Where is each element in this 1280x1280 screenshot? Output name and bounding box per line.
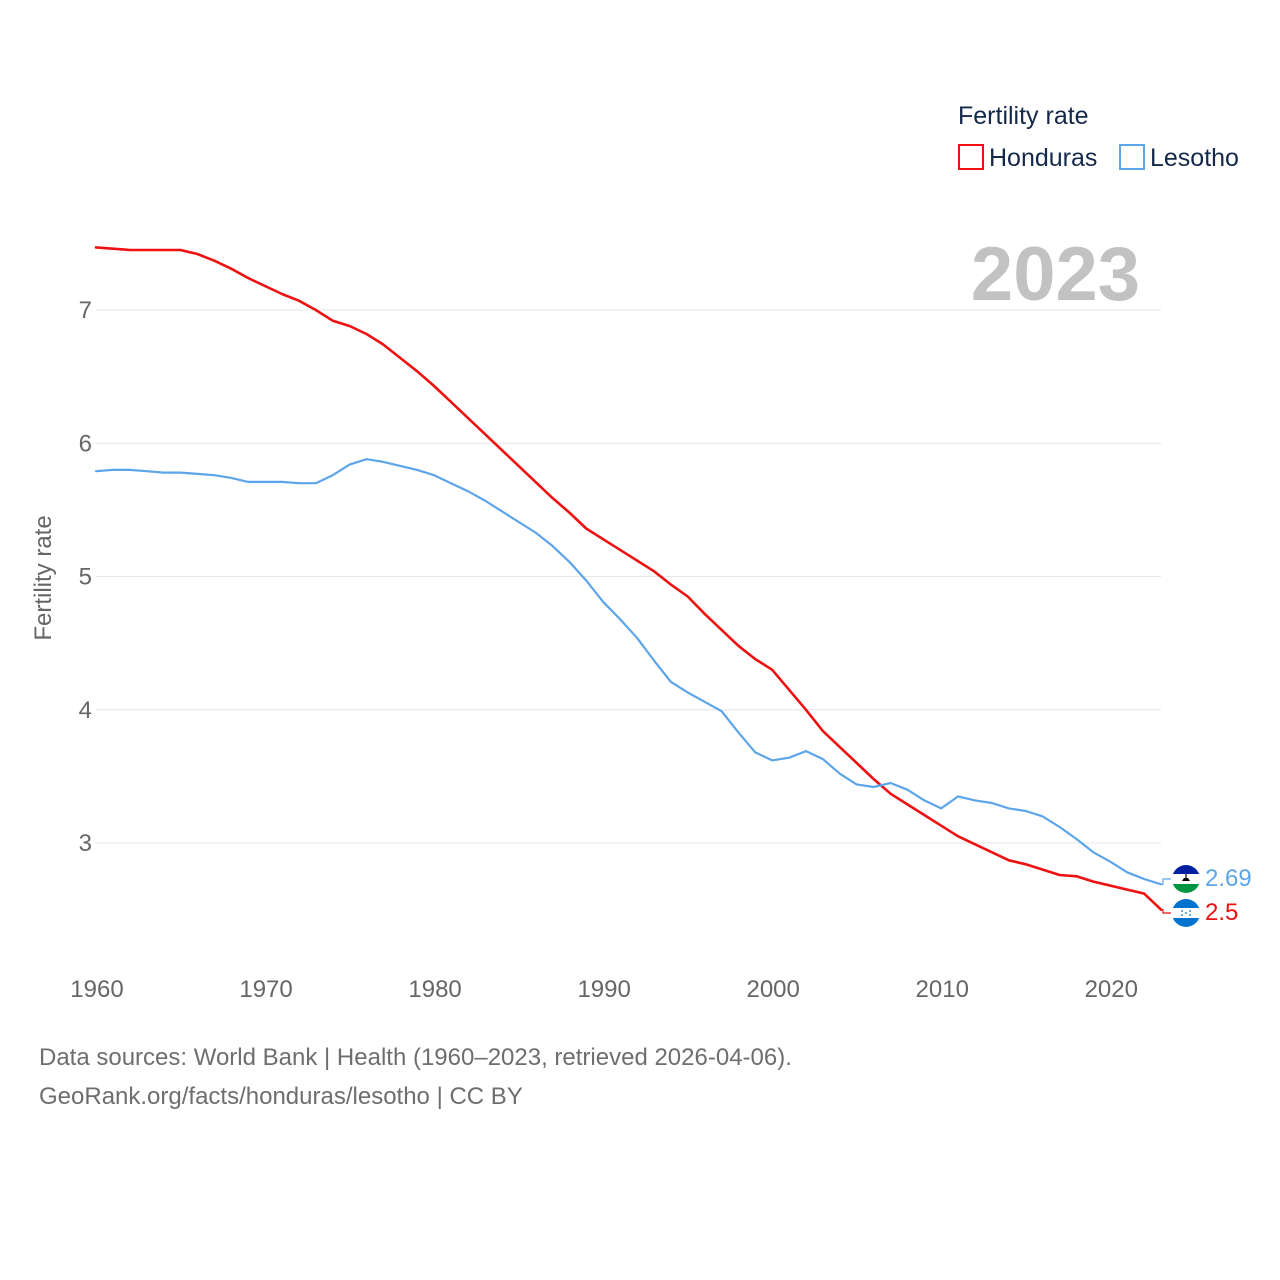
lesotho-flag-icon <box>1172 865 1200 893</box>
x-tick-label: 2000 <box>746 976 799 1003</box>
y-tick-label: 6 <box>79 430 92 457</box>
year-label: 2023 <box>971 232 1140 317</box>
footer-source: Data sources: World Bank | Health (1960–… <box>39 1044 792 1071</box>
x-tick-label: 2020 <box>1085 976 1138 1003</box>
y-tick-label: 3 <box>79 830 92 857</box>
footer-credit[interactable]: GeoRank.org/facts/honduras/lesotho | CC … <box>39 1083 523 1110</box>
legend-label-honduras[interactable]: Honduras <box>989 144 1097 172</box>
x-axis-ticks: 1960 1970 1980 1990 2000 2010 2020 <box>70 976 1138 1003</box>
y-tick-label: 5 <box>79 564 92 591</box>
y-tick-label: 4 <box>79 697 92 724</box>
y-axis-title: Fertility rate <box>30 515 57 640</box>
honduras-flag-icon <box>1172 899 1200 927</box>
end-markers: 2.69 2.5 <box>1172 865 1252 927</box>
end-label-honduras: 2.5 <box>1205 899 1238 926</box>
x-tick-label: 1960 <box>70 976 123 1003</box>
legend-swatch-lesotho[interactable] <box>1119 144 1145 170</box>
end-connector-lesotho <box>1161 878 1171 885</box>
legend-title: Fertility rate <box>958 102 1089 130</box>
gridlines <box>96 309 1161 844</box>
x-tick-label: 1980 <box>408 976 461 1003</box>
x-tick-label: 1970 <box>239 976 292 1003</box>
legend-swatch-honduras[interactable] <box>958 144 984 170</box>
series-line-lesotho[interactable] <box>94 458 1163 886</box>
legend: Fertility rate Honduras Lesotho <box>958 102 1239 172</box>
legend-label-lesotho[interactable]: Lesotho <box>1150 144 1239 172</box>
y-axis-ticks: 3 4 5 6 7 <box>79 297 92 857</box>
series-line-honduras[interactable] <box>94 246 1163 911</box>
end-label-lesotho: 2.69 <box>1205 865 1252 892</box>
x-tick-label: 1990 <box>577 976 630 1003</box>
series-lines <box>94 246 1171 914</box>
x-tick-label: 2010 <box>916 976 969 1003</box>
y-tick-label: 7 <box>79 297 92 324</box>
end-connector-honduras <box>1161 909 1171 914</box>
